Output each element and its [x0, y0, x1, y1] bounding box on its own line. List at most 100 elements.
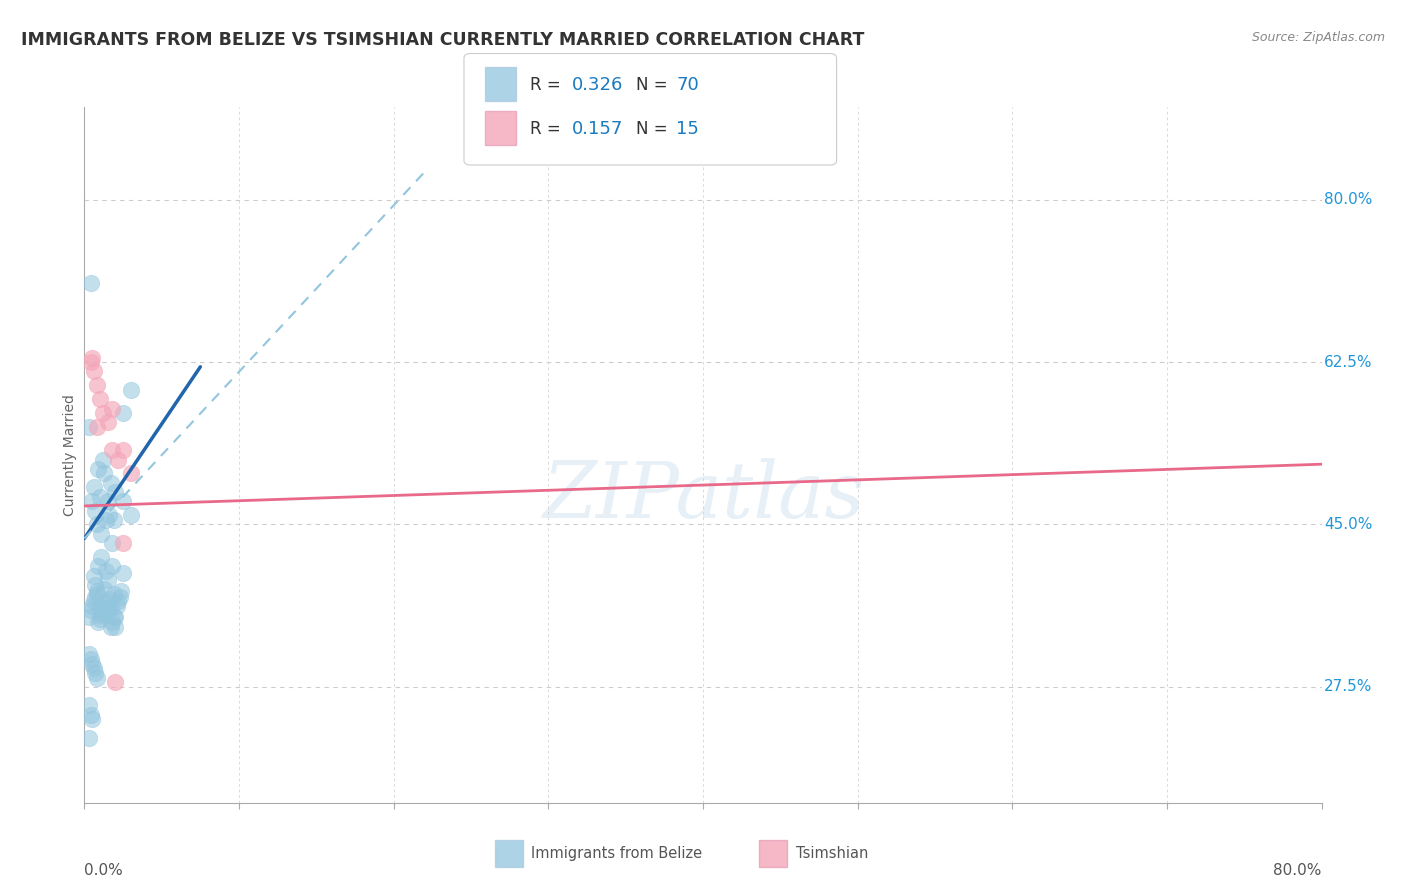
Point	[77, 610, 100, 624]
Point	[93, 582, 115, 597]
Point	[82, 657, 104, 671]
Text: 80.0%: 80.0%	[1274, 863, 1322, 878]
Point	[86, 517, 108, 532]
Point	[103, 513, 125, 527]
Point	[94, 606, 117, 620]
Point	[112, 494, 135, 508]
Text: R =: R =	[530, 120, 567, 138]
Point	[84, 578, 107, 592]
Point	[103, 587, 125, 601]
Point	[86, 378, 108, 392]
Point	[101, 559, 124, 574]
Point	[91, 452, 114, 467]
Point	[110, 584, 132, 599]
Point	[83, 364, 105, 378]
Point	[96, 494, 118, 508]
Point	[79, 652, 101, 666]
Point	[100, 601, 122, 615]
Point	[86, 584, 108, 599]
Point	[100, 475, 122, 490]
Point	[87, 559, 110, 574]
Point	[77, 420, 100, 434]
Point	[104, 610, 127, 624]
Point	[82, 712, 104, 726]
Point	[87, 615, 110, 629]
Text: Immigrants from Belize: Immigrants from Belize	[531, 847, 703, 861]
Point	[96, 601, 118, 615]
Point	[101, 536, 124, 550]
Point	[82, 599, 104, 614]
Text: 0.326: 0.326	[572, 76, 624, 94]
Point	[83, 568, 105, 582]
Point	[94, 513, 117, 527]
Point	[89, 601, 111, 615]
Text: 80.0%: 80.0%	[1324, 193, 1372, 207]
Point	[94, 564, 117, 578]
Text: ZIPatlas: ZIPatlas	[541, 458, 865, 535]
Point	[98, 508, 121, 523]
Point	[120, 383, 142, 397]
Text: IMMIGRANTS FROM BELIZE VS TSIMSHIAN CURRENTLY MARRIED CORRELATION CHART: IMMIGRANTS FROM BELIZE VS TSIMSHIAN CURR…	[21, 31, 865, 49]
Text: 62.5%: 62.5%	[1324, 355, 1372, 369]
Point	[86, 420, 108, 434]
Point	[77, 698, 100, 713]
Point	[79, 355, 101, 369]
Point	[79, 277, 101, 291]
Point	[91, 603, 114, 617]
Point	[103, 610, 125, 624]
Point	[84, 590, 107, 604]
Point	[89, 392, 111, 407]
Point	[83, 593, 105, 607]
Point	[86, 671, 108, 685]
Text: 70: 70	[676, 76, 699, 94]
Point	[105, 599, 128, 614]
Point	[96, 416, 118, 430]
Point	[83, 480, 105, 494]
Point	[82, 351, 104, 365]
Text: 0.157: 0.157	[572, 120, 624, 138]
Point	[96, 573, 118, 587]
Text: R =: R =	[530, 76, 567, 94]
Point	[98, 591, 121, 606]
Y-axis label: Currently Married: Currently Married	[63, 394, 77, 516]
Point	[77, 731, 100, 745]
Point	[77, 648, 100, 662]
Point	[84, 665, 107, 680]
Text: N =: N =	[636, 120, 672, 138]
Point	[107, 452, 129, 467]
Point	[98, 596, 121, 610]
Text: N =: N =	[636, 76, 672, 94]
Text: 45.0%: 45.0%	[1324, 517, 1372, 532]
Point	[107, 593, 129, 607]
Text: 15: 15	[676, 120, 699, 138]
Point	[83, 661, 105, 675]
Text: 0.0%: 0.0%	[84, 863, 124, 878]
Point	[79, 603, 101, 617]
Point	[112, 536, 135, 550]
Point	[90, 526, 112, 541]
Point	[89, 612, 111, 626]
Point	[90, 608, 112, 623]
Point	[112, 406, 135, 420]
Point	[86, 587, 108, 601]
Point	[101, 615, 124, 629]
Point	[87, 462, 110, 476]
Point	[79, 707, 101, 722]
Point	[93, 596, 115, 610]
Point	[108, 590, 131, 604]
Point	[104, 619, 127, 633]
Point	[90, 549, 112, 564]
Point	[120, 467, 142, 481]
Text: 27.5%: 27.5%	[1324, 680, 1372, 694]
Point	[101, 401, 124, 416]
Point	[91, 606, 114, 620]
Point	[82, 494, 104, 508]
Point	[89, 490, 111, 504]
Point	[84, 503, 107, 517]
Point	[93, 467, 115, 481]
Point	[100, 619, 122, 633]
Text: Tsimshian: Tsimshian	[796, 847, 868, 861]
Point	[104, 485, 127, 500]
Point	[101, 443, 124, 458]
Point	[120, 508, 142, 523]
